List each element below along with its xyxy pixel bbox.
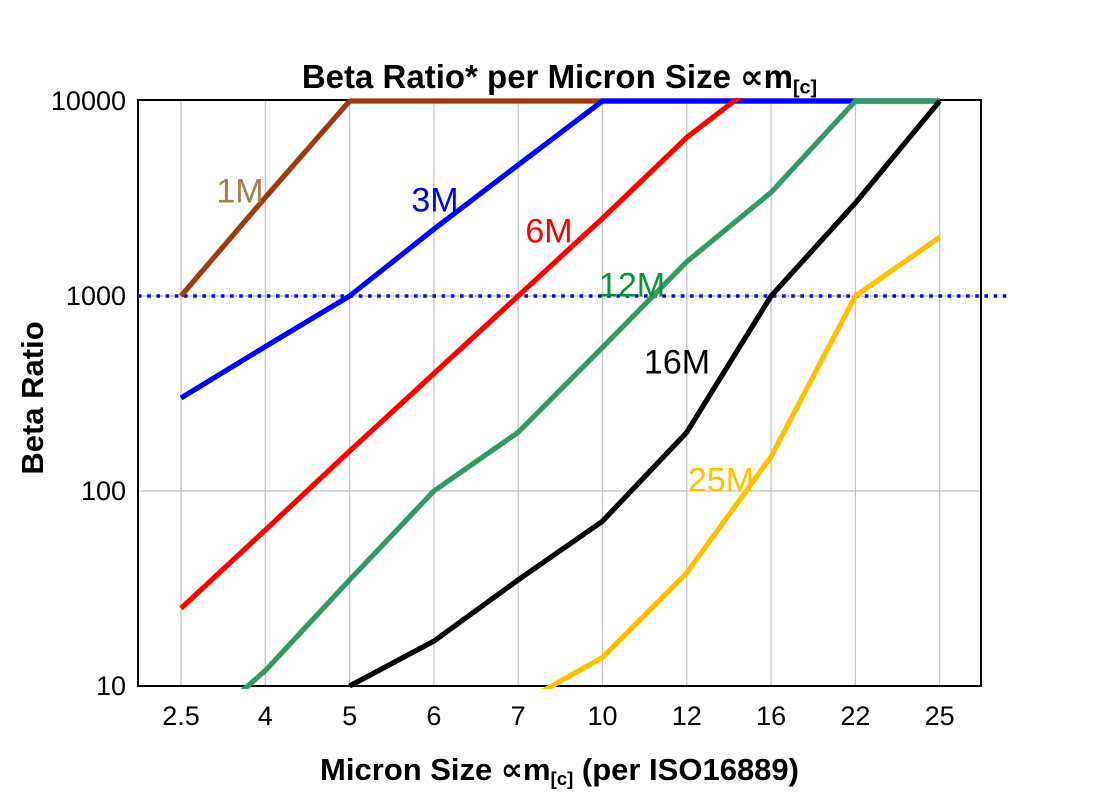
series-label-1M: 1M xyxy=(216,172,264,211)
x-axis-title-text: Micron Size xyxy=(320,752,501,787)
micron-symbol: ∝m xyxy=(740,58,793,95)
series-line-16M xyxy=(348,99,942,689)
micron-symbol-x: ∝m xyxy=(500,752,551,787)
series-label-3M: 3M xyxy=(411,181,459,220)
chart-title: Beta Ratio* per Micron Size ∝m[c] xyxy=(138,56,981,99)
x-tick-label-25: 25 xyxy=(924,701,955,731)
y-tick-label-1000: 1000 xyxy=(65,281,126,311)
x-tick-label-4: 4 xyxy=(257,701,273,731)
x-tick-label-10: 10 xyxy=(587,701,618,731)
x-tick-label-22: 22 xyxy=(840,701,871,731)
series-label-12M: 12M xyxy=(598,266,666,305)
series-line-12M xyxy=(240,98,940,689)
x-tick-label-16: 16 xyxy=(756,701,787,731)
x-tick-label-6: 6 xyxy=(426,701,442,731)
x-tick-label-12: 12 xyxy=(671,701,702,731)
series-label-25M: 25M xyxy=(687,461,755,500)
x-tick-label-2.5: 2.5 xyxy=(162,701,200,731)
x-tick-label-7: 7 xyxy=(510,701,526,731)
x-tick-label-5: 5 xyxy=(342,701,358,731)
series-line-6M xyxy=(179,98,743,611)
y-tick-label-10: 10 xyxy=(95,671,126,701)
series-label-6M: 6M xyxy=(525,212,573,251)
x-axis-title-subscript: [c] xyxy=(550,768,574,790)
x-axis-title-suffix: (per ISO16889) xyxy=(573,752,799,787)
y-tick-label-10000: 10000 xyxy=(50,86,126,116)
series-line-25M xyxy=(541,235,942,689)
chart-title-text: Beta Ratio* per Micron Size xyxy=(301,58,741,95)
series-line-3M xyxy=(179,98,940,401)
x-axis-title: Micron Size ∝m[c] (per ISO16889) xyxy=(138,748,981,792)
series-label-16M: 16M xyxy=(643,343,711,382)
y-tick-label-100: 100 xyxy=(80,476,126,506)
chart-title-subscript: [c] xyxy=(792,76,818,99)
